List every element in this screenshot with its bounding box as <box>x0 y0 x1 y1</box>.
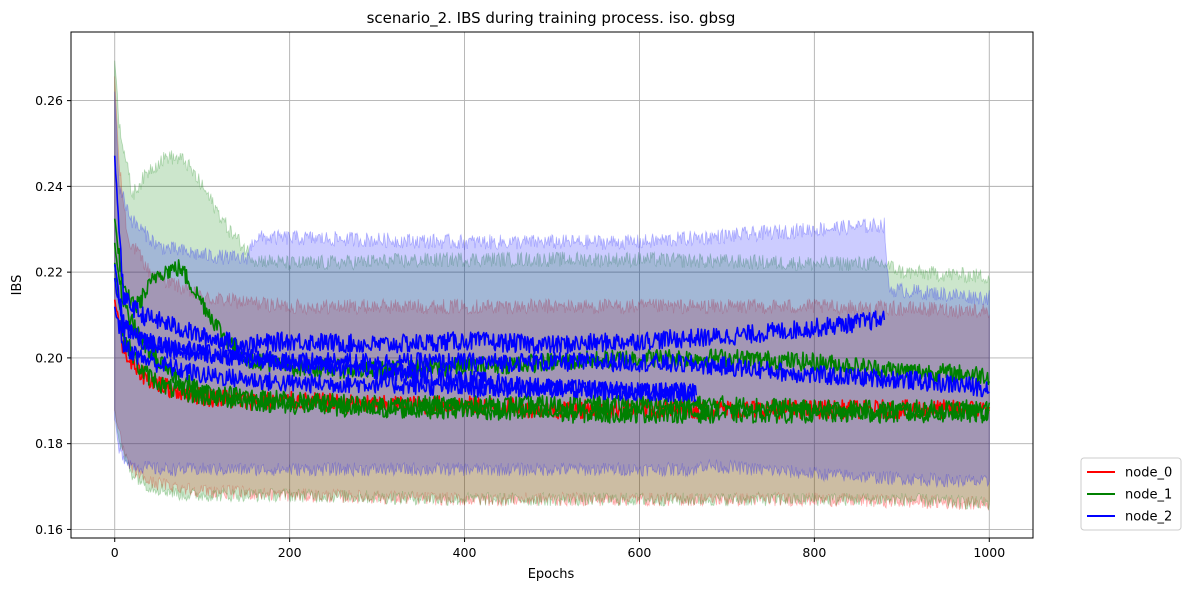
plot-frame <box>70 31 1034 539</box>
plot-area <box>71 32 1033 538</box>
node_2-line <box>113 155 886 355</box>
x-tick-label: 1000 <box>973 545 1005 560</box>
legend-label-node_2: node_2 <box>1125 510 1172 525</box>
y-tick-label: 0.18 <box>35 436 63 451</box>
legend: node_0 node_1 node_2 <box>1080 457 1182 531</box>
x-tick-label: 600 <box>628 545 652 560</box>
y-axis-label: IBS <box>10 275 25 296</box>
x-axis-ticks: 0 200 400 600 800 1000 <box>111 538 1005 560</box>
node_2-line <box>113 263 698 403</box>
y-axis-ticks: 0.16 0.18 0.20 0.22 0.24 0.26 <box>35 93 71 537</box>
y-tick-label: 0.16 <box>35 522 63 537</box>
legend-label-node_0: node_0 <box>1125 466 1172 481</box>
y-tick-label: 0.26 <box>35 93 63 108</box>
legend-label-node_1: node_1 <box>1125 488 1172 503</box>
series-lines <box>113 155 991 424</box>
chart-title: scenario_2. IBS during training process.… <box>367 9 736 28</box>
node_1-line <box>113 242 991 420</box>
x-tick-label: 0 <box>111 545 119 560</box>
x-tick-label: 400 <box>453 545 477 560</box>
y-tick-label: 0.20 <box>35 350 63 365</box>
x-tick-label: 800 <box>802 545 826 560</box>
legend-box <box>1080 457 1182 531</box>
x-axis-label: Epochs <box>528 567 575 582</box>
y-tick-label: 0.24 <box>35 179 63 194</box>
y-tick-label: 0.22 <box>35 265 63 280</box>
x-tick-label: 200 <box>278 545 302 560</box>
